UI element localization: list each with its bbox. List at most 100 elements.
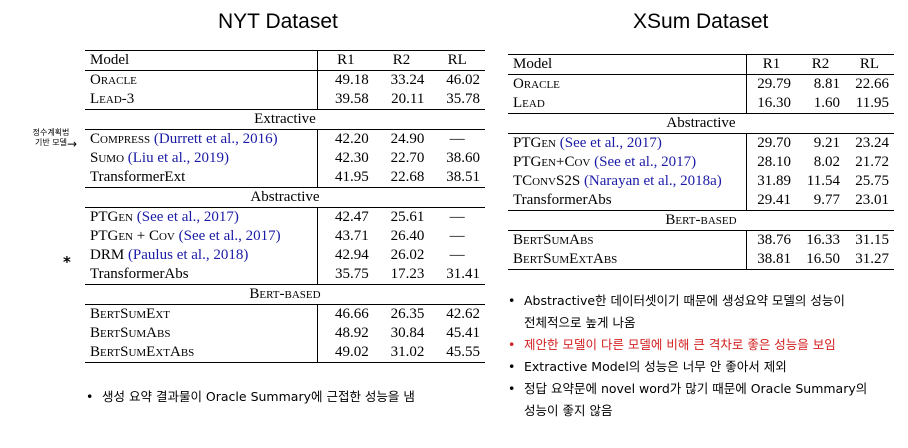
col-header-r2: R2 (373, 50, 430, 71)
col-header-rl: RL (845, 54, 894, 75)
r2-value: 17.23 (390, 266, 425, 282)
model-cell: Compress (Durrett et al., 2016) (85, 129, 318, 149)
model-cell: PTGen (See et al., 2017) (85, 207, 318, 227)
r2-value: 24.90 (390, 131, 425, 147)
model-name: BertSumExtAbs (508, 250, 747, 270)
table-row: Sumo (Liu et al., 2019) 42.30 22.70 38.6… (85, 149, 485, 168)
citation-link[interactable]: (See et al., 2017) (136, 209, 239, 225)
r2-value: 11.54 (806, 173, 840, 189)
r1-value: 38.76 (757, 232, 792, 248)
r2-value: 26.40 (390, 228, 425, 244)
xsum-results-table: Model R1 R2 RL Oracle 29.79 8.81 22.66 L… (508, 54, 894, 270)
rl-value: — (449, 131, 465, 147)
table-row: Lead-3 39.58 20.11 35.78 (85, 90, 485, 110)
r2-value: 8.02 (813, 154, 840, 170)
model-name: TransformerExt (85, 168, 318, 188)
citation-link[interactable]: (Narayan et al., 2018a) (583, 173, 722, 189)
rl-value: 45.55 (429, 343, 485, 363)
r1-value: 29.41 (757, 192, 792, 208)
r1-value: 42.30 (335, 150, 369, 166)
nyt-title: NYT Dataset (218, 10, 338, 33)
table-row: PTGen+Cov (See et al., 2017) 28.10 8.02 … (508, 153, 894, 172)
citation-link[interactable]: (See et al., 2017) (178, 228, 281, 244)
section-label-extractive: Extractive (85, 109, 485, 130)
citation-link[interactable]: (See et al., 2017) (559, 135, 662, 151)
col-header-r1: R1 (317, 50, 374, 71)
r1-value: 31.89 (757, 173, 792, 189)
col-header-model: Model (508, 54, 747, 75)
section-label-abstractive: Abstractive (508, 113, 894, 134)
col-header-rl: RL (429, 50, 485, 71)
rl-value: 45.41 (446, 325, 480, 341)
table-row: DRM (Paulus et al., 2018) 42.94 26.02 — (85, 246, 485, 265)
list-item: 정답 요약문에 novel word가 많기 때문에 Oracle Summar… (508, 378, 898, 422)
rl-value: 38.60 (446, 150, 480, 166)
r1-value: 49.18 (335, 72, 369, 88)
r1-value: 43.71 (335, 228, 369, 244)
rl-value: — (449, 247, 465, 263)
r1-value: 38.81 (746, 250, 797, 270)
table-row: PTGen (See et al., 2017) 29.70 9.21 23.2… (508, 133, 894, 153)
model-name: PTGen (90, 209, 134, 225)
r2-value: 1.60 (813, 95, 840, 111)
section-header-row: Bert-based (508, 210, 894, 231)
section-label-bert: Bert-based (85, 284, 485, 305)
r1-value: 35.75 (335, 266, 369, 282)
model-name: TConvS2S (513, 173, 581, 189)
rl-value: 42.62 (446, 306, 480, 322)
rl-value: 38.51 (446, 169, 480, 185)
col-header-model: Model (85, 50, 318, 71)
r1-value: 28.10 (757, 154, 792, 170)
section-header-row: Abstractive (85, 187, 485, 208)
rl-value: 11.95 (855, 95, 889, 111)
table-row: Oracle 29.79 8.81 22.66 (508, 74, 894, 94)
list-item: Abstractive한 데이터셋이기 때문에 생성요약 모델의 성능이 전체적… (508, 290, 898, 334)
r1-value: 29.79 (757, 76, 792, 92)
r1-value: 46.66 (335, 306, 369, 322)
model-cell: Sumo (Liu et al., 2019) (85, 149, 318, 168)
table-header-row: Model R1 R2 RL (508, 54, 894, 75)
r1-value: 42.20 (335, 131, 369, 147)
section-header-row: Extractive (85, 109, 485, 130)
list-item: 생성 요약 결과물이 Oracle Summary에 근접한 성능을 냄 (86, 386, 415, 408)
r2-value: 26.02 (390, 247, 425, 263)
model-name: BertSumExt (85, 304, 318, 324)
bullet-line: 정답 요약문에 novel word가 많기 때문에 Oracle Summar… (524, 381, 868, 396)
model-name: PTGen (513, 135, 557, 151)
model-name: DRM (90, 247, 125, 263)
citation-link[interactable]: (See et al., 2017) (594, 154, 697, 170)
side-note-ilp: 정수계획법 기반 모델 (32, 128, 70, 147)
rl-value: 23.01 (855, 192, 889, 208)
section-label-abstractive: Abstractive (85, 187, 485, 208)
list-item: 제안한 모델이 다른 모델에 비해 큰 격차로 좋은 성능을 보임 (508, 334, 898, 356)
model-name: BertSumAbs (85, 324, 318, 343)
citation-link[interactable]: (Liu et al., 2019) (127, 150, 229, 166)
r2-value: 9.21 (813, 135, 840, 151)
table-header-row: Model R1 R2 RL (85, 50, 485, 71)
model-cell: DRM (Paulus et al., 2018) (85, 246, 318, 265)
r2-value: 8.81 (813, 76, 840, 92)
r1-value: 42.94 (335, 247, 369, 263)
r2-value: 20.11 (391, 91, 425, 107)
table-row: TConvS2S (Narayan et al., 2018a) 31.89 1… (508, 172, 894, 191)
table-row: BertSumExtAbs 49.02 31.02 45.55 (85, 343, 485, 363)
citation-link[interactable]: (Paulus et al., 2018) (127, 247, 249, 263)
r2-value: 25.61 (390, 209, 425, 225)
col-header-r2: R2 (796, 54, 845, 75)
r2-value: 16.50 (796, 250, 845, 270)
model-name: BertSumAbs (508, 230, 747, 250)
model-name: BertSumExtAbs (85, 343, 318, 363)
r2-value: 22.70 (390, 150, 425, 166)
table-row: BertSumExt 46.66 26.35 42.62 (85, 304, 485, 324)
r2-value: 30.84 (390, 325, 425, 341)
nyt-results-table: Model R1 R2 RL Oracle 49.18 33.24 46.02 … (85, 50, 485, 363)
rl-value: 23.24 (855, 135, 889, 151)
section-label-bert: Bert-based (508, 210, 894, 231)
r1-value: 29.70 (757, 135, 792, 151)
citation-link[interactable]: (Durrett et al., 2016) (153, 131, 278, 147)
r2-value: 22.68 (390, 169, 425, 185)
table-row: PTGen (See et al., 2017) 42.47 25.61 — (85, 207, 485, 227)
r2-value: 31.02 (373, 343, 430, 363)
col-header-r1: R1 (746, 54, 797, 75)
list-item: Extractive Model의 성능은 너무 안 좋아서 제외 (508, 356, 898, 378)
